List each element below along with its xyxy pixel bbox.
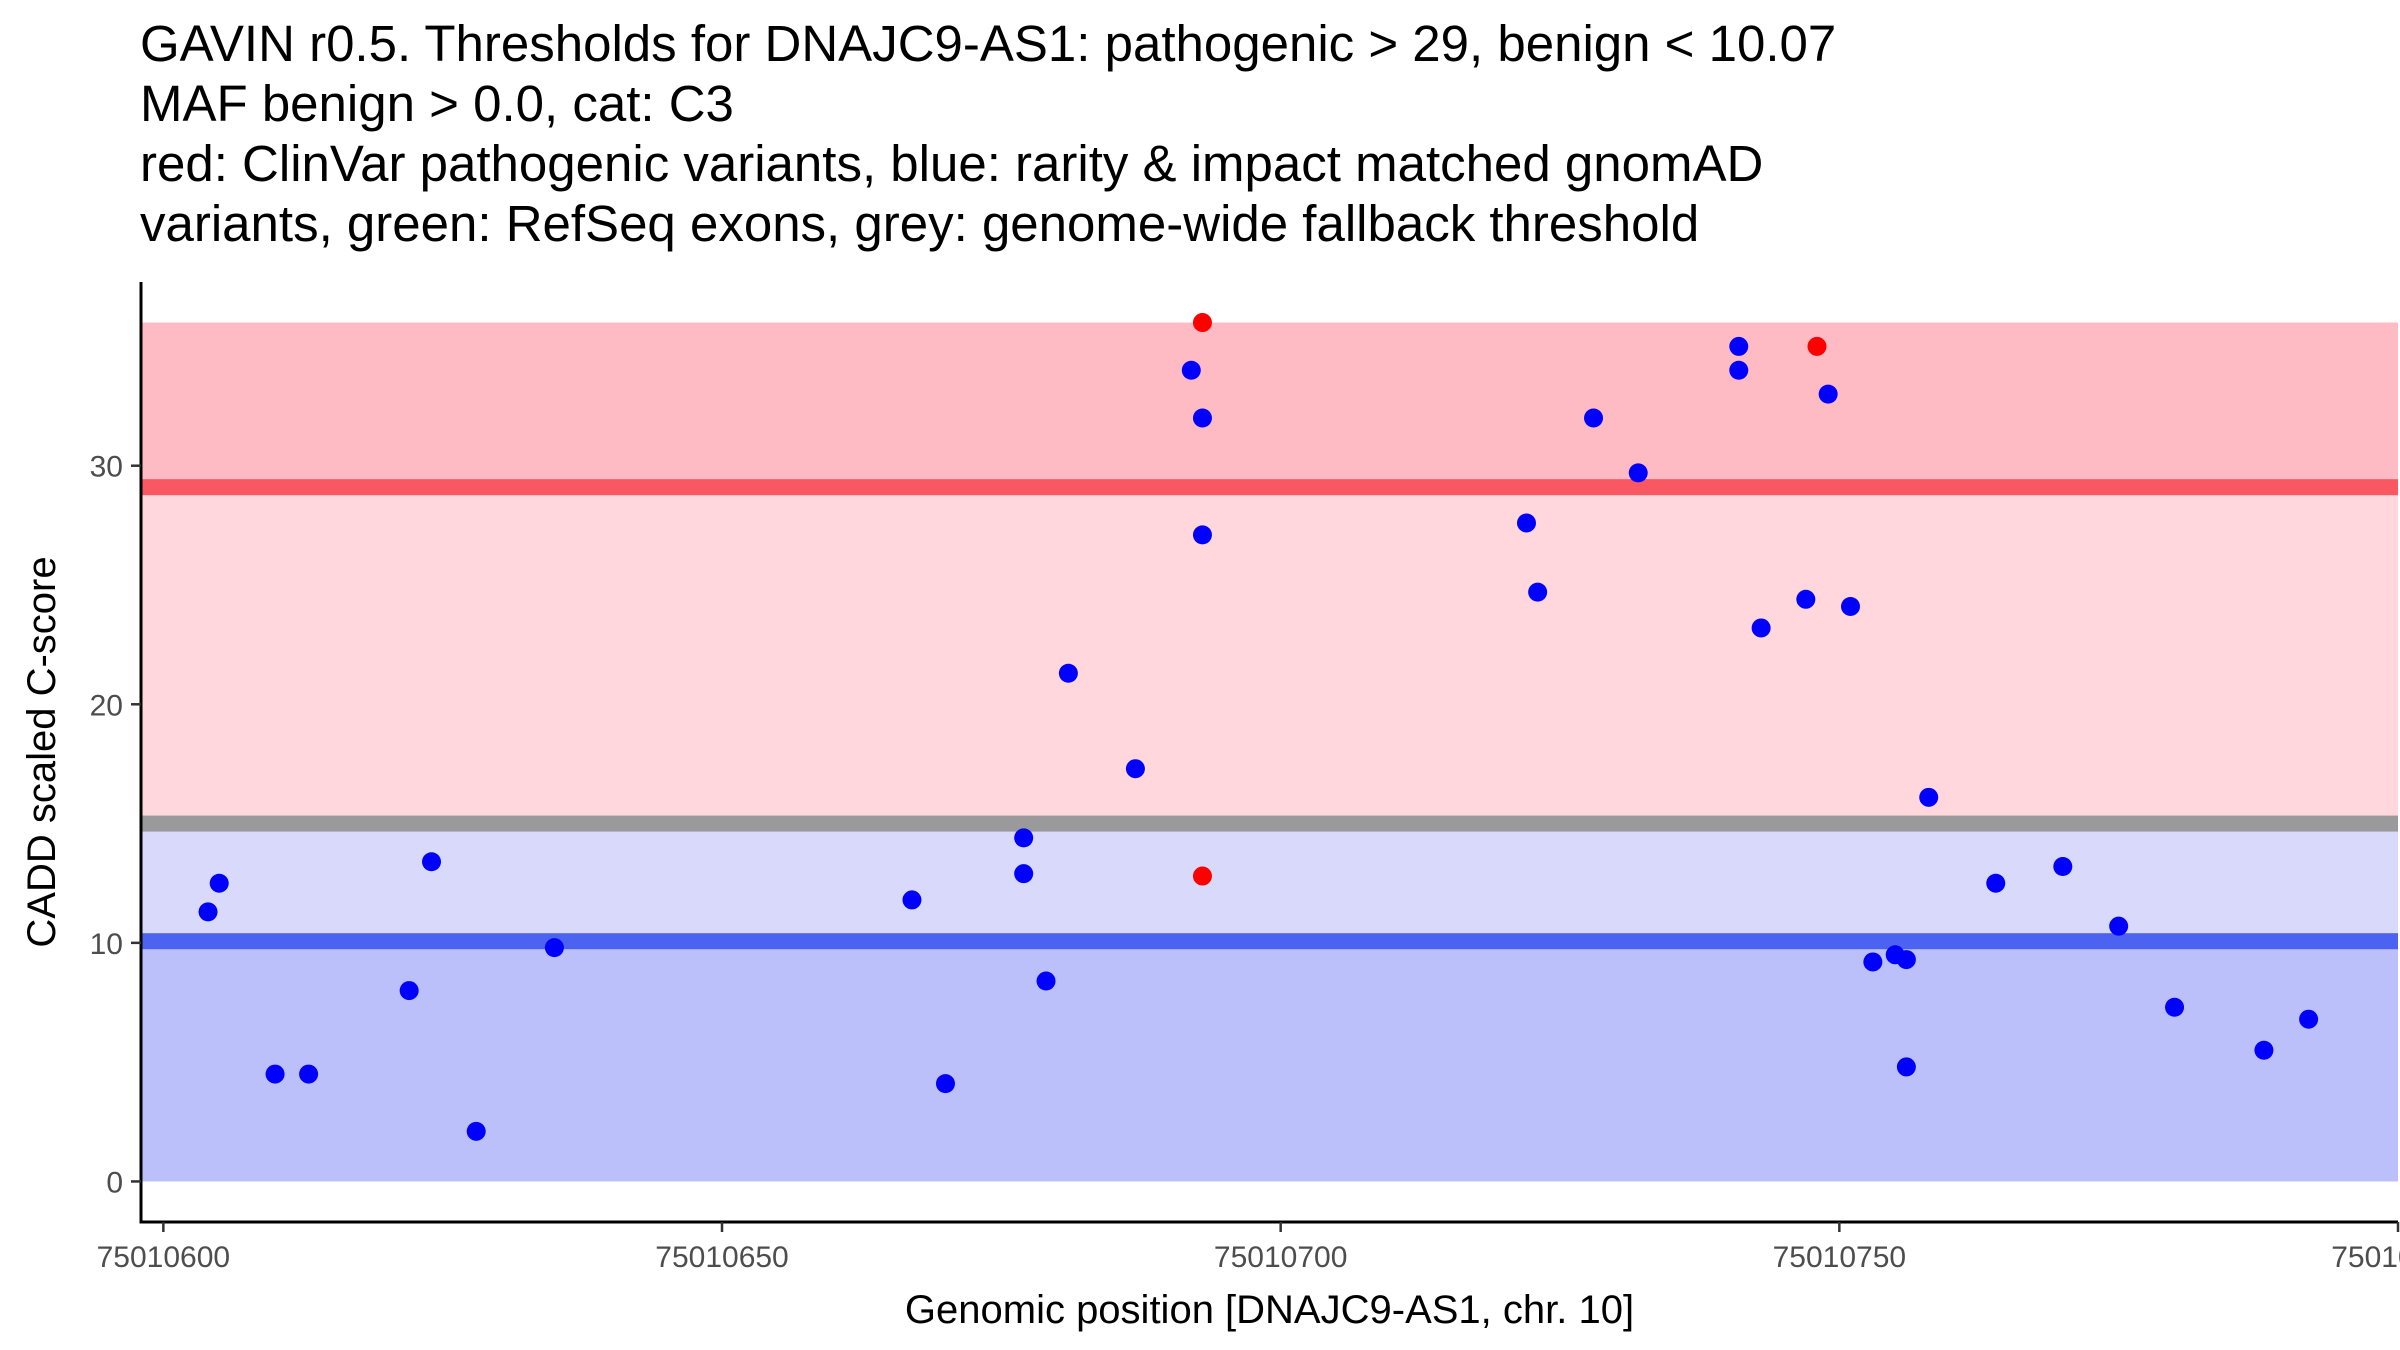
gnomad-variant-point <box>1796 589 1816 609</box>
x-tick-label: 75010750 <box>1773 1241 1906 1274</box>
pathogenic-band <box>141 322 2398 488</box>
data-points <box>198 313 2319 1141</box>
gnomad-variant-point <box>1729 336 1749 356</box>
y-tick-label: 10 <box>90 928 123 961</box>
gnomad-variant-point <box>1986 873 2006 893</box>
gnomad-variant-point <box>1516 513 1536 533</box>
gnomad-variant-point <box>1896 950 1916 970</box>
y-axis-title: CADD scaled C-score <box>20 556 64 947</box>
x-tick-label: 75010650 <box>655 1241 788 1274</box>
gnomad-variant-point <box>544 938 564 958</box>
gnomad-variant-point <box>1125 759 1145 779</box>
gnomad-variant-point <box>209 873 229 893</box>
gnomad-variant-point <box>1036 971 1056 991</box>
x-tick-label: 75010800 <box>2331 1241 2400 1274</box>
y-tick-label: 20 <box>90 689 123 722</box>
intermediate-band <box>141 487 2398 824</box>
benign-threshold-line <box>141 933 2398 950</box>
gnomad-variant-point <box>1628 463 1648 483</box>
gnomad-variant-point <box>1919 787 1939 807</box>
threshold-lines <box>141 479 2398 950</box>
x-tick-label: 75010600 <box>97 1241 230 1274</box>
title-line-1: GAVIN r0.5. Thresholds for DNAJC9-AS1: p… <box>140 15 1837 72</box>
gnomad-variant-point <box>2109 916 2129 936</box>
gnomad-variant-point <box>2165 997 2185 1017</box>
gnomad-variant-point <box>399 981 419 1001</box>
clinvar-pathogenic-point <box>1192 313 1212 333</box>
gnomad-variant-point <box>1818 384 1838 404</box>
gnomad-variant-point <box>198 902 218 922</box>
gnomad-variant-point <box>1014 828 1034 848</box>
title-line-2: MAF benign > 0.0, cat: C3 <box>140 75 734 132</box>
threshold-bands <box>141 322 2398 1182</box>
x-axis-title: Genomic position [DNAJC9-AS1, chr. 10] <box>905 1288 1634 1332</box>
chart-title: GAVIN r0.5. Thresholds for DNAJC9-AS1: p… <box>140 14 2380 254</box>
fallback-benign-band <box>141 823 2398 942</box>
gnomad-variant-point <box>2299 1009 2319 1029</box>
fallback-threshold-line <box>141 815 2398 832</box>
gnomad-variant-point <box>2053 857 2073 877</box>
gnomad-variant-point <box>466 1121 486 1141</box>
gnomad-variant-point <box>265 1064 285 1084</box>
gnomad-variant-point <box>935 1074 955 1094</box>
gnomad-variant-point <box>1058 663 1078 683</box>
gnomad-variant-point <box>1181 360 1201 380</box>
y-axis-ticks: 0 10 20 30 <box>90 451 141 1199</box>
gnomad-variant-point <box>1192 408 1212 428</box>
gnomad-variant-point <box>1584 408 1604 428</box>
clinvar-pathogenic-point <box>1807 336 1827 356</box>
gnomad-variant-point <box>2254 1040 2274 1060</box>
axes <box>139 282 2398 1224</box>
y-tick-label: 0 <box>106 1166 123 1199</box>
gnomad-variant-point <box>1863 952 1883 972</box>
gnomad-variant-point <box>422 852 442 872</box>
gnomad-variant-point <box>1896 1057 1916 1077</box>
gnomad-variant-point <box>1751 618 1771 638</box>
gnomad-variant-point <box>1729 360 1749 380</box>
title-line-4: variants, green: RefSeq exons, grey: gen… <box>140 195 1700 252</box>
benign-band <box>141 941 2398 1182</box>
gnomad-variant-point <box>1841 596 1861 616</box>
gnomad-variant-point <box>1014 864 1034 884</box>
x-tick-label: 75010700 <box>1214 1241 1347 1274</box>
title-line-3: red: ClinVar pathogenic variants, blue: … <box>140 135 1764 192</box>
y-tick-label: 30 <box>90 451 123 484</box>
gnomad-variant-point <box>1192 525 1212 545</box>
pathogenic-threshold-line <box>141 479 2398 496</box>
clinvar-pathogenic-point <box>1192 866 1212 886</box>
x-axis-ticks: 75010600 75010650 75010700 75010750 75010800 <box>97 1222 2400 1274</box>
gnomad-variant-point <box>299 1064 319 1084</box>
gnomad-variant-point <box>1528 582 1548 602</box>
gnomad-variant-point <box>902 890 922 910</box>
